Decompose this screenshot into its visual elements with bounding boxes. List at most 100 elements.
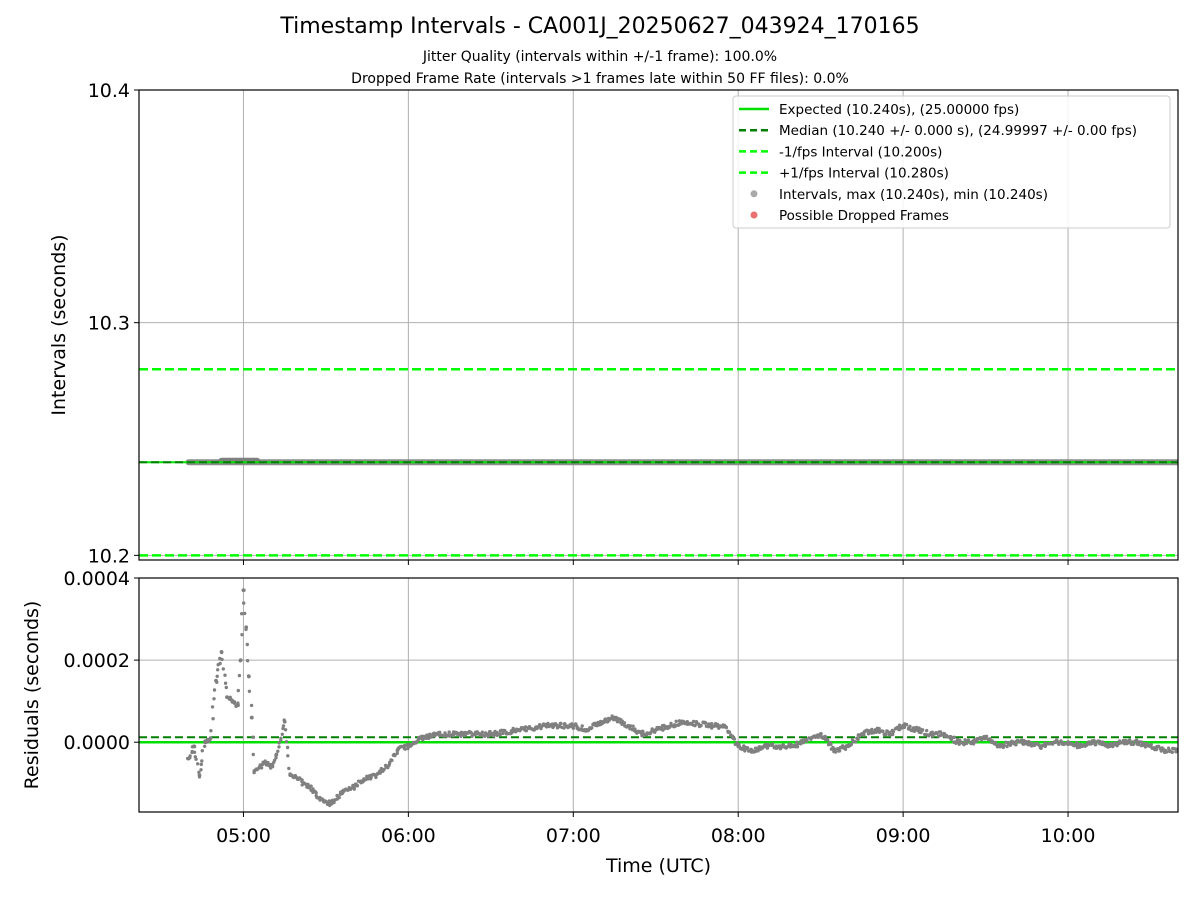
residual-point-650 <box>781 743 785 747</box>
residual-point-728 <box>853 740 858 744</box>
residual-point-40 <box>223 681 228 685</box>
residual-point-68 <box>249 703 254 708</box>
xtick-label-4: 09:00 <box>876 825 931 847</box>
residual-point-341 <box>498 732 502 737</box>
intervals-ytick-label-2: 10.4 <box>88 80 130 102</box>
residual-value-43 <box>626 723 631 728</box>
residual-value-23 <box>307 785 312 790</box>
residual-point-555 <box>694 720 699 724</box>
residual-value-7 <box>225 695 229 699</box>
residual-point-441 <box>590 726 594 730</box>
residuals-ylabel: Residuals (seconds) <box>21 601 43 790</box>
residual-point-10 <box>196 762 200 766</box>
legend-label-3: +1/fps Interval (10.280s) <box>779 166 949 182</box>
residual-point-891 <box>1002 743 1006 747</box>
residual-value-40 <box>585 728 589 732</box>
residual-point-746 <box>870 727 874 732</box>
residual-point-1032 <box>1131 742 1136 747</box>
residual-point-11 <box>197 770 201 774</box>
residual-point-59 <box>240 612 244 616</box>
residual-value-28 <box>362 777 367 782</box>
residual-value-8 <box>230 699 235 704</box>
residual-point-263 <box>428 732 432 736</box>
residual-point-761 <box>883 733 888 737</box>
residual-value-33 <box>420 736 424 740</box>
residual-value-24 <box>318 797 323 802</box>
residual-point-787 <box>908 724 912 729</box>
residual-point-34 <box>218 661 222 666</box>
residual-point-711 <box>837 749 842 753</box>
intervals-ytick-label-1: 10.3 <box>88 313 130 335</box>
residual-point-14 <box>199 762 203 767</box>
residual-point-108 <box>285 745 290 750</box>
residual-point-110 <box>287 766 291 771</box>
residual-value-31 <box>395 748 400 753</box>
residual-point-151 <box>324 799 328 804</box>
legend-box <box>732 95 1171 229</box>
residual-point-1007 <box>1109 741 1113 746</box>
residual-value-19 <box>274 752 279 757</box>
residual-point-986 <box>1090 741 1094 746</box>
residual-point-39 <box>223 673 227 677</box>
residual-value-18 <box>269 764 273 769</box>
residual-value-13 <box>247 674 251 679</box>
residual-value-65 <box>983 736 988 740</box>
residual-point-237 <box>403 747 407 751</box>
xtick-label-2: 07:00 <box>546 825 601 847</box>
residual-value-50 <box>750 748 754 753</box>
residual-point-368 <box>523 725 528 729</box>
residual-point-104 <box>281 724 286 728</box>
residual-point-320 <box>480 730 484 734</box>
residual-point-611 <box>745 746 750 750</box>
residual-point-227 <box>395 751 399 755</box>
residual-value-21 <box>288 773 293 777</box>
residual-value-1 <box>192 744 196 749</box>
residual-value-9 <box>236 703 240 708</box>
residual-point-62 <box>243 611 247 616</box>
residual-value-17 <box>263 760 268 765</box>
residual-value-77 <box>1148 744 1153 749</box>
residual-point-130 <box>306 782 310 787</box>
residual-point-618 <box>753 749 757 754</box>
residual-point-878 <box>990 739 994 743</box>
residual-point-25 <box>209 729 213 733</box>
residual-value-30 <box>384 764 389 769</box>
residual-value-20 <box>282 719 287 724</box>
residual-value-2 <box>197 773 202 777</box>
residual-value-52 <box>791 744 796 749</box>
residual-value-35 <box>461 732 466 736</box>
residual-point-139 <box>314 791 318 795</box>
residual-point-852 <box>966 738 971 742</box>
jitter-quality-subtitle: Jitter Quality (intervals within +/-1 fr… <box>422 49 778 65</box>
residual-value-67 <box>1011 740 1015 745</box>
residual-value-46 <box>681 719 686 724</box>
xtick-label-1: 06:00 <box>381 825 436 847</box>
residual-point-319 <box>478 733 482 737</box>
residual-point-665 <box>795 745 800 749</box>
residual-value-72 <box>1079 744 1084 749</box>
residual-point-671 <box>801 740 806 745</box>
residual-value-34 <box>434 732 438 736</box>
residual-value-55 <box>846 744 851 749</box>
residuals-grid: 0.0000 0.0002 0.0004 <box>64 568 1178 817</box>
residual-point-488 <box>633 727 637 731</box>
residual-point-107 <box>284 740 289 744</box>
residual-value-15 <box>252 769 257 773</box>
residual-point-28 <box>212 697 216 701</box>
intervals-frame <box>138 89 1179 561</box>
residual-value-41 <box>598 719 603 724</box>
residual-point-29 <box>212 688 217 692</box>
residual-point-724 <box>849 742 854 747</box>
residuals-frame <box>138 577 1179 813</box>
residual-value-26 <box>340 789 345 794</box>
residual-point-777 <box>897 723 902 727</box>
residual-point-95 <box>274 756 278 760</box>
residual-point-638 <box>770 742 775 746</box>
residual-point-951 <box>1057 742 1061 746</box>
legend-label-0: Expected (10.240s), (25.00000 fps) <box>779 102 1019 118</box>
residual-point-64 <box>245 642 249 647</box>
residual-point-109 <box>286 754 290 758</box>
residual-point-596 <box>732 737 737 741</box>
